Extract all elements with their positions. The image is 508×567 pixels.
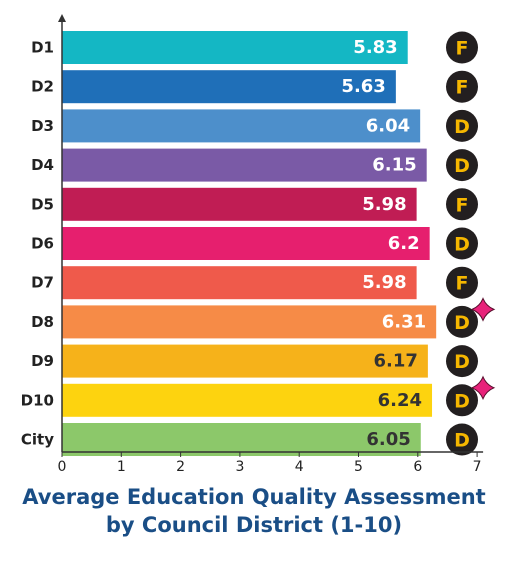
x-tick-label: 1	[117, 459, 126, 475]
grade-badge-d3	[446, 109, 478, 142]
category-label-d3: D3	[31, 117, 54, 135]
grade-letter-d3: D	[454, 116, 470, 138]
value-label-d10: 6.24	[378, 390, 422, 411]
grade-letter-d2: F	[456, 77, 469, 99]
bar-d8	[62, 305, 437, 339]
grade-letter-d1: F	[456, 38, 469, 60]
grade-badge-d2	[446, 70, 478, 103]
x-tick-label: 3	[235, 459, 244, 475]
value-label-d2: 5.63	[341, 76, 385, 97]
category-label-d1: D1	[31, 39, 54, 57]
grade-letter-d5: F	[456, 194, 469, 216]
category-label-d7: D7	[31, 274, 54, 292]
grade-letter-d9: D	[454, 351, 470, 373]
grade-badge-d5	[446, 188, 478, 221]
x-tick-label: 0	[58, 459, 67, 475]
bar-d5	[62, 187, 417, 221]
grade-letter-d8: D	[454, 312, 470, 334]
bar-city	[62, 423, 421, 456]
sparkle-icon	[470, 375, 496, 401]
bar-d1	[62, 31, 408, 64]
category-label-d5: D5	[31, 195, 54, 213]
sparkle-icon	[470, 297, 496, 322]
grade-badge-d10	[446, 384, 478, 417]
value-label-d5: 5.98	[362, 194, 406, 215]
category-label-d9: D9	[31, 352, 54, 370]
grade-letter-d4: D	[454, 155, 470, 177]
grade-letter-city: D	[454, 430, 470, 452]
value-label-d1: 5.83	[353, 37, 397, 58]
x-tick-label: 2	[176, 459, 185, 475]
x-tick-label: 5	[354, 459, 363, 475]
value-label-d8: 6.31	[382, 311, 426, 332]
grade-badge-d6	[446, 227, 478, 260]
grade-badge-d9	[446, 345, 478, 378]
grade-letter-d6: D	[454, 234, 470, 256]
bar-d9	[62, 344, 428, 378]
category-label-d8: D8	[31, 313, 54, 331]
grade-badge-d4	[446, 149, 478, 182]
bar-d3	[62, 109, 421, 143]
bar-d10	[62, 383, 433, 417]
grade-letter-d7: F	[456, 273, 469, 295]
category-label-d6: D6	[31, 235, 54, 253]
category-label-city: City	[21, 431, 54, 449]
grade-letter-d10: D	[454, 390, 470, 412]
x-tick-label: 6	[413, 459, 422, 475]
grade-badge-d7	[446, 266, 478, 299]
chart-title-line: Average Education Quality Assessment	[22, 485, 486, 509]
category-label-d10: D10	[21, 391, 54, 409]
value-label-d3: 6.04	[366, 115, 410, 136]
value-label-city: 6.05	[366, 429, 410, 450]
y-axis-arrow-icon	[58, 14, 66, 22]
chart-title: Average Education Quality Assessment by C…	[0, 483, 508, 539]
value-label-d4: 6.15	[372, 155, 416, 176]
grade-badge-d1	[446, 31, 478, 64]
value-label-d6: 6.2	[388, 233, 420, 254]
grade-badge-city	[446, 423, 478, 456]
bar-d6	[62, 227, 430, 260]
bar-chart: D1 5.83 FD2 5.63 FD3 6.04 DD4 6.15 DD5 5.98 FD6 6.2…	[21, 14, 496, 475]
bar-d7	[62, 266, 417, 300]
bar-d4	[62, 148, 427, 182]
x-tick-label: 7	[473, 459, 482, 475]
bar-d2	[62, 70, 396, 104]
category-label-d2: D2	[31, 78, 54, 96]
category-label-d4: D4	[31, 156, 54, 174]
x-tick-label: 4	[295, 459, 304, 475]
value-label-d7: 5.98	[362, 272, 406, 293]
grade-badge-d8	[446, 305, 478, 338]
chart-title-line: by Council District (1-10)	[105, 513, 403, 537]
value-label-d9: 6.17	[373, 351, 417, 372]
